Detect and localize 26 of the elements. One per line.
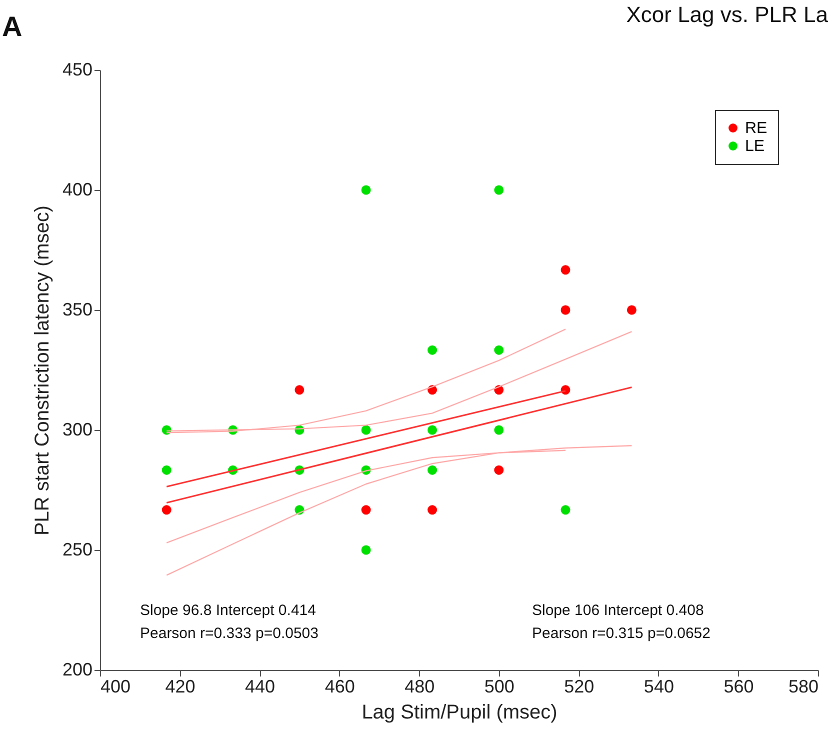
x-tick-label: 560	[724, 676, 754, 696]
text: A	[2, 11, 22, 42]
annotation: Pearson r=0.315 p=0.0652	[532, 625, 710, 642]
x-tick-label: 460	[324, 676, 355, 696]
annotation: Pearson r=0.333 p=0.0503	[140, 625, 318, 642]
y-tick-label: 200	[62, 660, 92, 680]
x-tick-label: 420	[165, 676, 196, 696]
y-axis-title: PLR start Constriction latency (msec)	[31, 205, 54, 536]
chart-title: Xcor Lag vs. PLR La	[626, 2, 829, 27]
x-tick-label: 520	[564, 676, 594, 696]
x-tick-label: 500	[484, 676, 514, 696]
legend-label: LE	[745, 138, 765, 155]
x-axis-title: Lag Stim/Pupil (msec)	[362, 702, 558, 724]
annotation: Slope 96.8 Intercept 0.414	[140, 602, 316, 619]
x-tick-label: 580	[788, 676, 818, 696]
x-tick-label: 480	[404, 676, 435, 696]
y-tick-label: 250	[62, 540, 92, 560]
annotation: Slope 106 Intercept 0.408	[532, 602, 704, 619]
x-tick-label: 540	[644, 676, 674, 696]
x-tick-label: 440	[245, 676, 276, 696]
y-tick-label: 350	[62, 300, 92, 320]
y-tick-label: 300	[62, 420, 92, 440]
x-tick-label: 400	[100, 676, 131, 696]
y-tick-label: 400	[62, 180, 92, 200]
legend-label: RE	[745, 120, 768, 137]
y-tick-label: 450	[62, 60, 92, 80]
